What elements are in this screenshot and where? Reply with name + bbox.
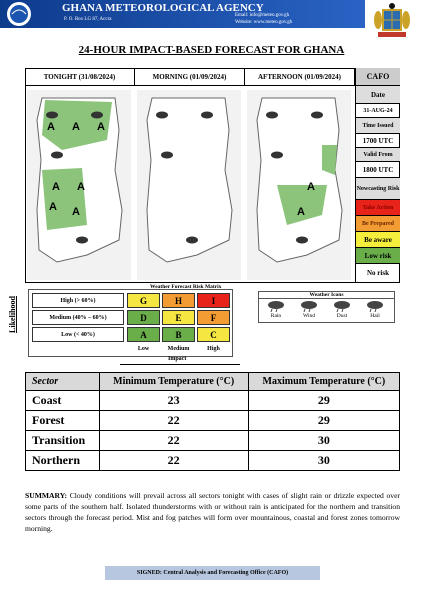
matrix-column-label: High xyxy=(207,346,220,352)
cafo-label: Date xyxy=(356,86,400,104)
table-row: Transition 22 30 xyxy=(25,430,401,451)
map-marker: A xyxy=(97,121,105,133)
matrix-cell: A xyxy=(127,327,160,342)
risk-level: Be Prepared xyxy=(356,216,400,232)
map-marker: A xyxy=(52,181,60,193)
agency-logo xyxy=(7,2,31,26)
cafo-label: Time Issued xyxy=(356,118,400,134)
website: Website: www.meteo.gov.gh xyxy=(235,20,293,25)
likelihood-label: Likelihood xyxy=(7,296,17,333)
matrix-cell: G xyxy=(127,293,160,308)
map-marker: A xyxy=(297,206,305,218)
panel-label: MORNING (01/09/2024) xyxy=(135,68,245,86)
map-marker: A xyxy=(49,201,57,213)
matrix-cell: C xyxy=(197,327,230,342)
map-marker: A xyxy=(72,206,80,218)
forecast-title: 24-HOUR IMPACT-BASED FORECAST FOR GHANA xyxy=(78,44,345,56)
matrix-cell: F xyxy=(197,310,230,325)
forecast-box xyxy=(25,68,400,283)
cafo-label: Valid From xyxy=(356,148,400,162)
table-row: Northern 22 30 xyxy=(25,450,401,471)
table-cell: 30 xyxy=(247,430,401,451)
table-cell: 29 xyxy=(247,410,401,431)
matrix-cell: D xyxy=(127,310,160,325)
impact-label: Impact xyxy=(168,356,187,362)
signed: SIGNED: Central Analysis and Forecasting… xyxy=(105,566,320,580)
matrix-row-label: Low (< 40%) xyxy=(32,327,124,342)
icons-box: Weather Icons xyxy=(258,291,395,323)
cafo-value: 31-AUG-24 xyxy=(356,104,400,118)
table-cell: Coast xyxy=(25,390,100,411)
risk-level: No risk xyxy=(367,269,389,277)
risk-level: Low risk xyxy=(356,248,400,264)
icon-label: Dust xyxy=(336,313,348,319)
panel-label: TONIGHT (31/08/2024) xyxy=(25,68,135,86)
address: P. O. Box LG 87, Accra xyxy=(64,17,112,22)
summary: SUMMARY: Cloudy conditions will prevail … xyxy=(25,490,400,534)
matrix-cell: I xyxy=(197,293,230,308)
risk-level: Take Action xyxy=(356,200,400,216)
temperature-table: Sector Minimum Temperature (°C) Maximum … xyxy=(25,372,401,471)
matrix-row-label: High (> 60%) xyxy=(32,293,124,308)
icons-title: Weather Icons xyxy=(259,292,394,299)
map-marker: A xyxy=(47,121,55,133)
matrix-column-label: Low xyxy=(137,346,150,352)
summary-text: Cloudy conditions will prevail across al… xyxy=(25,491,400,533)
table-cell: 22 xyxy=(98,430,249,451)
table-cell: 22 xyxy=(98,410,249,431)
icon-label: Rain xyxy=(270,313,282,319)
weather-icon xyxy=(301,301,317,312)
matrix-cell: B xyxy=(162,327,195,342)
table-cell: 29 xyxy=(247,390,401,411)
table-row: Forest 22 29 xyxy=(25,410,401,431)
weather-icon xyxy=(334,301,350,312)
table-cell: 30 xyxy=(247,450,401,471)
matrix-column-label: Medium xyxy=(167,346,190,352)
map-marker: A xyxy=(72,121,80,133)
table-cell: Forest xyxy=(25,410,100,431)
map-marker: A xyxy=(307,181,315,193)
risk-level: Be aware xyxy=(356,232,400,248)
matrix-row-label: Medium (40% – 60%) xyxy=(32,310,124,325)
cafo-column: CAFO Date 31-AUG-24 Time Issued 1700 UTC… xyxy=(355,68,400,283)
matrix-box xyxy=(28,289,233,357)
table-header: Minimum Temperature (°C) xyxy=(98,372,249,391)
table-cell: 22 xyxy=(98,450,249,471)
matrix-cell: E xyxy=(162,310,195,325)
cafo-value: 1800 UTC xyxy=(356,162,400,178)
matrix-cell: H xyxy=(162,293,195,308)
table-cell: Transition xyxy=(25,430,100,451)
coat-of-arms xyxy=(374,3,410,37)
agency-name: GHANA METEOROLOGICAL AGENCY xyxy=(62,2,264,14)
header-band xyxy=(0,0,365,28)
table-cell: Northern xyxy=(25,450,100,471)
forecast-map: A A AA AA A xyxy=(27,90,131,280)
table-header: Sector xyxy=(25,372,100,391)
weather-icon xyxy=(367,301,383,312)
cafo-value: 1700 UTC xyxy=(356,134,400,148)
summary-label: SUMMARY: xyxy=(25,491,68,500)
icon-label: Hail xyxy=(370,313,380,319)
matrix-title: Weather Forecast Risk Matrix xyxy=(150,284,222,290)
panel-label: AFTERNOON (01/09/2024) xyxy=(245,68,355,86)
cafo-title: CAFO xyxy=(356,68,400,86)
table-header: Maximum Temperature (°C) xyxy=(247,372,401,391)
icon-label: Wind xyxy=(303,313,315,319)
cafo-label: Nowcasting Risk xyxy=(356,178,400,200)
impact-line xyxy=(120,364,240,365)
forecast-map: AA xyxy=(247,90,351,280)
table-cell: 23 xyxy=(98,390,249,411)
weather-icon xyxy=(268,301,284,312)
map-marker: A xyxy=(77,181,85,193)
forecast-map xyxy=(137,90,241,280)
table-row: Coast 23 29 xyxy=(25,390,401,411)
email: Email: info@meteo.gov.gh xyxy=(235,13,290,18)
